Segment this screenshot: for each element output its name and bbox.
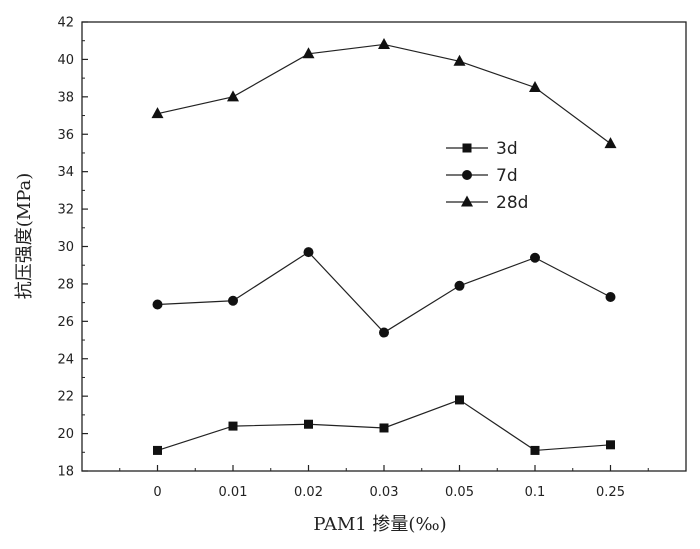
- data-point-3d: [153, 445, 162, 455]
- data-point-3d: [228, 421, 238, 431]
- legend-marker-7d: [462, 170, 472, 180]
- series-7d: [152, 247, 616, 338]
- data-point-7d: [379, 327, 389, 338]
- data-point-3d: [530, 445, 540, 455]
- y-tick-label: 24: [57, 352, 74, 367]
- legend-label-7d: 7d: [496, 166, 518, 186]
- y-tick-label: 34: [57, 165, 74, 180]
- x-tick-label: 0.05: [445, 485, 474, 500]
- x-tick-label: 0.01: [219, 485, 248, 500]
- data-point-7d: [228, 295, 238, 306]
- data-point-3d: [379, 423, 389, 433]
- data-point-7d: [454, 280, 465, 291]
- legend-label-28d: 28d: [496, 193, 528, 213]
- y-tick-label: 42: [57, 16, 74, 31]
- x-tick-label: 0.03: [370, 485, 399, 500]
- data-point-3d: [606, 440, 615, 450]
- legend-marker-3d: [462, 143, 472, 153]
- y-tick-label: 18: [57, 465, 74, 480]
- series-28d: [151, 37, 617, 149]
- x-tick-label: 0.02: [294, 485, 323, 500]
- data-point-28d: [227, 90, 239, 102]
- data-point-7d: [530, 252, 540, 263]
- x-tick-label: 0.1: [525, 485, 546, 500]
- y-tick-label: 26: [57, 315, 74, 330]
- y-tick-label: 30: [57, 240, 74, 255]
- y-tick-label: 22: [57, 390, 74, 405]
- data-point-3d: [304, 419, 313, 429]
- data-point-7d: [605, 292, 616, 303]
- legend-label-3d: 3d: [496, 139, 518, 159]
- legend-marker-28d: [461, 195, 473, 207]
- data-point-28d: [604, 137, 617, 149]
- y-tick-label: 36: [57, 128, 74, 143]
- data-point-28d: [529, 80, 541, 92]
- y-tick-label: 38: [57, 90, 74, 105]
- y-tick-label: 40: [57, 53, 74, 68]
- data-point-28d: [302, 47, 315, 59]
- x-axis-title: PAM1 掺量(‰): [313, 514, 446, 535]
- x-tick-label: 0: [153, 485, 161, 500]
- data-point-3d: [455, 395, 464, 405]
- data-point-7d: [152, 299, 163, 310]
- x-tick-label: 0.25: [596, 485, 625, 500]
- y-tick-label: 32: [57, 203, 74, 218]
- data-point-7d: [303, 247, 314, 258]
- data-point-28d: [378, 37, 390, 49]
- series-3d: [153, 395, 615, 455]
- data-point-28d: [453, 54, 466, 66]
- data-point-28d: [151, 107, 164, 119]
- y-tick-label: 20: [57, 427, 74, 442]
- y-tick-label: 28: [57, 277, 74, 292]
- y-axis-title: 抗压强度(MPa): [14, 173, 35, 300]
